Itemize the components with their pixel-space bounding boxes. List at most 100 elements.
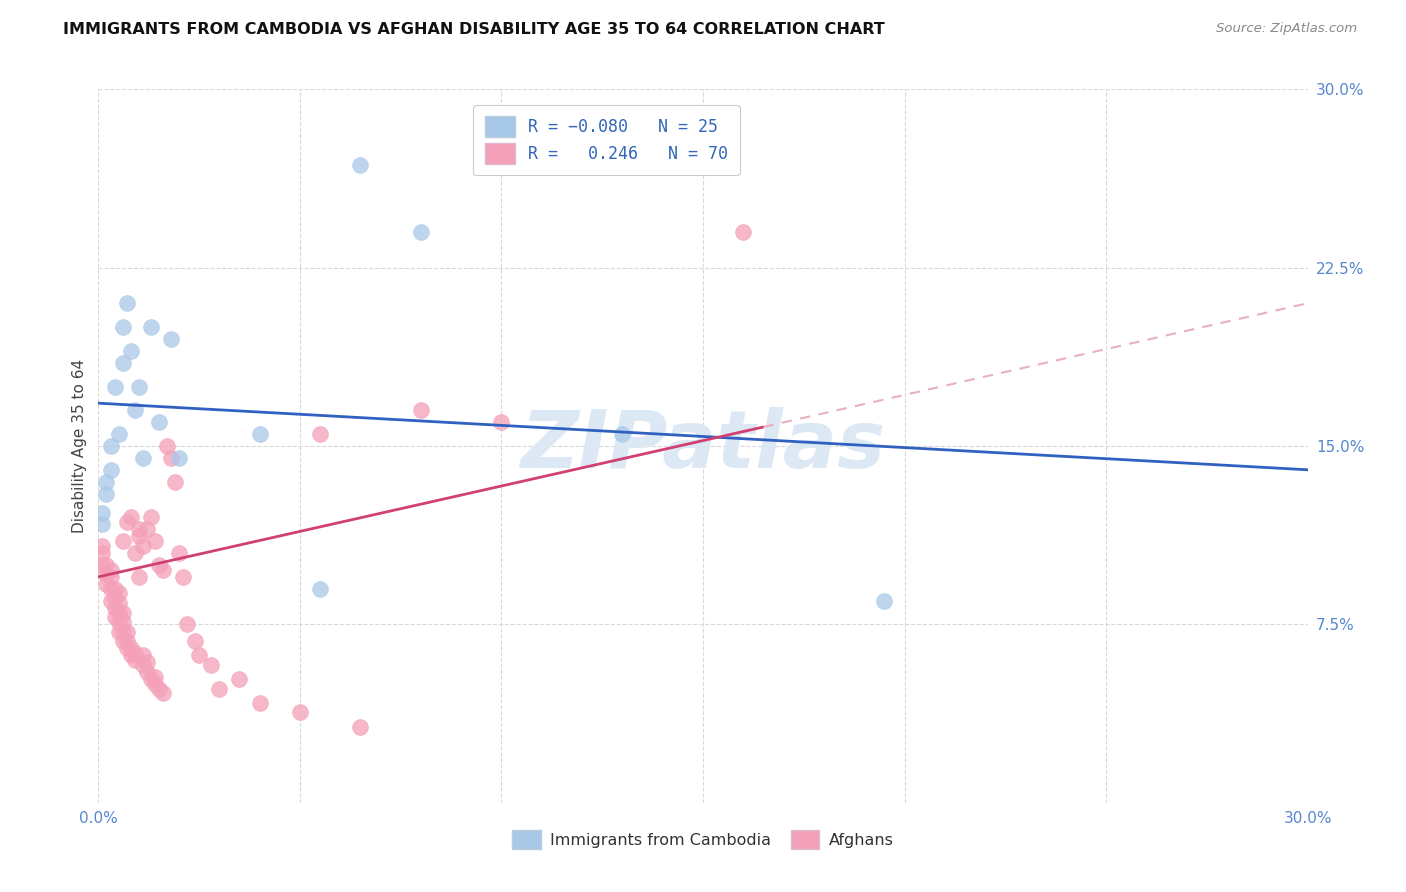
Point <box>100 563 122 577</box>
Point <box>152 686 174 700</box>
Text: Source: ZipAtlas.com: Source: ZipAtlas.com <box>1216 22 1357 36</box>
Point <box>135 522 157 536</box>
Point <box>124 546 146 560</box>
Point <box>124 403 146 417</box>
Point <box>309 582 332 596</box>
Point <box>91 539 114 553</box>
Point <box>152 563 174 577</box>
Point <box>107 615 129 629</box>
Point <box>148 415 170 429</box>
Point <box>160 450 183 465</box>
Point <box>107 624 129 639</box>
Point <box>115 641 138 656</box>
Point <box>111 534 134 549</box>
Point <box>349 720 371 734</box>
Point <box>873 593 896 607</box>
Point <box>128 529 150 543</box>
Point <box>139 320 162 334</box>
Point <box>132 450 155 465</box>
Point <box>103 379 125 393</box>
Point <box>103 600 125 615</box>
Point <box>148 681 170 696</box>
Point <box>160 332 183 346</box>
Text: IMMIGRANTS FROM CAMBODIA VS AFGHAN DISABILITY AGE 35 TO 64 CORRELATION CHART: IMMIGRANTS FROM CAMBODIA VS AFGHAN DISAB… <box>63 22 884 37</box>
Point <box>107 586 129 600</box>
Legend: Immigrants from Cambodia, Afghans: Immigrants from Cambodia, Afghans <box>506 823 900 855</box>
Point <box>100 582 122 596</box>
Point <box>228 672 250 686</box>
Point <box>96 475 118 489</box>
Point <box>132 657 155 672</box>
Point <box>249 427 271 442</box>
Point <box>148 558 170 572</box>
Point <box>100 593 122 607</box>
Point <box>91 558 114 572</box>
Point <box>124 646 146 660</box>
Point <box>128 522 150 536</box>
Point <box>288 706 311 720</box>
Point <box>115 296 138 310</box>
Point <box>733 225 755 239</box>
Point <box>208 681 231 696</box>
Point <box>349 158 371 172</box>
Point <box>188 648 211 663</box>
Point <box>176 617 198 632</box>
Point <box>103 610 125 624</box>
Point <box>156 439 179 453</box>
Point <box>96 486 118 500</box>
Point <box>184 634 207 648</box>
Point <box>115 515 138 529</box>
Y-axis label: Disability Age 35 to 64: Disability Age 35 to 64 <box>72 359 87 533</box>
Point <box>103 582 125 596</box>
Point <box>111 356 134 370</box>
Point <box>120 648 142 663</box>
Point <box>91 506 114 520</box>
Point <box>115 634 138 648</box>
Point <box>103 591 125 606</box>
Point <box>107 427 129 442</box>
Point <box>491 415 513 429</box>
Point <box>163 475 186 489</box>
Point <box>612 427 634 442</box>
Point <box>111 634 134 648</box>
Point <box>143 534 166 549</box>
Point <box>249 696 271 710</box>
Point <box>167 450 190 465</box>
Point <box>139 672 162 686</box>
Point <box>172 570 194 584</box>
Point <box>120 641 142 656</box>
Point <box>91 546 114 560</box>
Point <box>111 624 134 639</box>
Point <box>409 403 432 417</box>
Point <box>309 427 332 442</box>
Point <box>96 577 118 591</box>
Point <box>107 596 129 610</box>
Point <box>124 653 146 667</box>
Point <box>96 567 118 582</box>
Point <box>120 510 142 524</box>
Point <box>115 624 138 639</box>
Point <box>135 656 157 670</box>
Point <box>135 665 157 679</box>
Point <box>132 648 155 663</box>
Point <box>111 320 134 334</box>
Point <box>111 615 134 629</box>
Point <box>132 539 155 553</box>
Point <box>111 606 134 620</box>
Point <box>107 606 129 620</box>
Point <box>96 558 118 572</box>
Point <box>409 225 432 239</box>
Point <box>100 463 122 477</box>
Point <box>200 657 222 672</box>
Point <box>139 510 162 524</box>
Point <box>91 517 114 532</box>
Point <box>128 379 150 393</box>
Point <box>128 570 150 584</box>
Point <box>100 439 122 453</box>
Point <box>143 677 166 691</box>
Point <box>143 670 166 684</box>
Point <box>100 570 122 584</box>
Text: ZIPatlas: ZIPatlas <box>520 407 886 485</box>
Point <box>120 343 142 358</box>
Point <box>167 546 190 560</box>
